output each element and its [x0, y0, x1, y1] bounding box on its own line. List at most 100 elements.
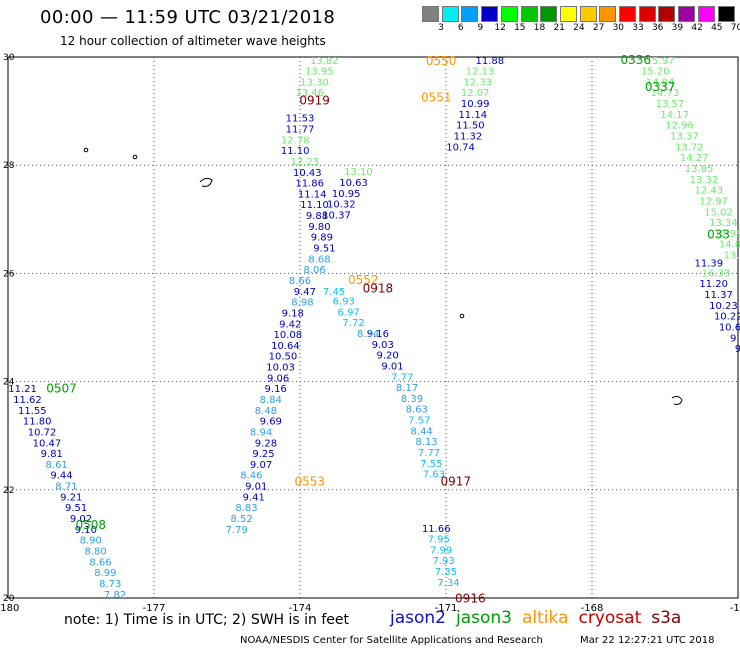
swh-value-label: 12.78 — [281, 135, 310, 146]
swh-value-label: 7.45 — [323, 287, 345, 298]
swh-value-label: 8.80 — [84, 546, 106, 557]
color-swatch — [717, 6, 735, 22]
x-tick-label: -168 — [581, 603, 604, 614]
swh-value-label: 9.80 — [308, 222, 330, 233]
swh-value-label: 8.73 — [99, 579, 121, 590]
swh-value-label: 13.72 — [675, 142, 704, 153]
swh-value-label: 11.10 — [281, 146, 310, 157]
swh-value-label: 10.72 — [28, 427, 57, 438]
swh-value-label: 11.14 — [458, 110, 487, 121]
swh-value-label: 8.66 — [89, 557, 111, 568]
chart-title: 00:00 — 11:59 UTC 03/21/2018 — [40, 7, 336, 28]
pass-time-label: 0550 — [426, 54, 457, 68]
swh-value-label: 10.43 — [293, 168, 322, 179]
swh-value-label: 11.77 — [286, 124, 315, 135]
color-swatch — [619, 6, 636, 22]
color-scale-label: 33 — [632, 23, 644, 33]
satellite-label: jason3 — [456, 608, 512, 628]
color-scale-label: 27 — [592, 23, 605, 33]
pass-time-label: 0337 — [645, 80, 676, 94]
swh-value-label: 12.43 — [694, 186, 723, 197]
swh-value-label: 8.61 — [46, 460, 68, 471]
swh-value-label: 10.99 — [461, 99, 490, 110]
island-outline — [132, 154, 138, 160]
color-scale-label: 9 — [477, 23, 484, 33]
swh-value-label: 16.33 — [702, 268, 731, 279]
satellite-label: s3a — [651, 608, 682, 628]
color-swatch — [461, 6, 479, 22]
color-scale-label: 70 — [730, 23, 740, 33]
swh-value-label: 8.46 — [240, 471, 262, 482]
color-swatch — [678, 6, 696, 22]
swh-value-label: 9.16 — [265, 384, 287, 395]
swh-value-label: 7.77 — [391, 372, 413, 383]
color-swatch — [520, 6, 538, 22]
swh-value-label: 10.64 — [271, 341, 300, 352]
swh-value-label: 8.39 — [401, 394, 423, 405]
swh-value-label: 9.07 — [250, 460, 272, 471]
color-swatch — [658, 6, 676, 22]
swh-value-label: 14.27 — [680, 153, 709, 164]
swh-value-label: 11.10 — [300, 200, 329, 211]
y-tick-label: 20 — [3, 594, 15, 604]
color-scale-label: 21 — [553, 23, 565, 33]
swh-value-label: 8.63 — [406, 405, 428, 416]
swh-value-label: 8.98 — [291, 298, 313, 309]
swh-value-label: 10.08 — [274, 330, 303, 341]
swh-value-label: 13.46 — [295, 88, 324, 99]
color-swatch — [422, 6, 439, 22]
swh-value-label: 8.83 — [235, 503, 257, 514]
swh-value-label: 13.32 — [690, 175, 719, 186]
swh-value-label: 6.93 — [333, 297, 355, 308]
swh-value-label: 15.20 — [641, 67, 670, 78]
color-scale-label: 15 — [514, 23, 526, 33]
color-swatch — [500, 6, 518, 22]
pass-time-label: 0918 — [363, 282, 394, 296]
swh-value-label: 7.35 — [435, 567, 457, 578]
color-scale-label: 45 — [711, 23, 723, 33]
x-tick-label: -174 — [289, 603, 312, 614]
swh-value-label: 9.25 — [252, 449, 274, 460]
swh-value-label: 7.63 — [423, 470, 445, 481]
swh-value-label: 11.21 — [8, 384, 37, 395]
timestamp: Mar 22 12:27:21 UTC 2018 — [580, 635, 715, 646]
swh-value-label: 7.34 — [437, 578, 459, 589]
swh-value-label: 14.81 — [719, 240, 740, 251]
swh-value-label: 8.17 — [396, 383, 418, 394]
swh-value-label: 9.10 — [75, 525, 97, 536]
swh-value-label: 11.39 — [694, 259, 723, 270]
swh-value-label: 9.69 — [260, 417, 282, 428]
pass-time-label: 0507 — [46, 382, 77, 396]
swh-value-label: 8.71 — [55, 482, 77, 493]
swh-value-label: 12.13 — [466, 67, 495, 78]
swh-value-label: 9.01 — [245, 482, 267, 493]
color-scale-label: 24 — [573, 23, 585, 33]
y-tick-label: 28 — [3, 161, 15, 171]
swh-value-label: 9.42 — [279, 319, 301, 330]
swh-value-label: 9.7 — [735, 344, 740, 355]
swh-value-label: 9.9 — [730, 333, 740, 344]
swh-value-label: 8.94 — [250, 427, 272, 438]
swh-value-label: 7.99 — [430, 545, 452, 556]
swh-value-label: 8.90 — [80, 536, 102, 547]
swh-value-label: 8.52 — [230, 514, 252, 525]
swh-value-label: 8.48 — [255, 406, 277, 417]
x-tick-label: -177 — [143, 603, 166, 614]
satellite-legend: jason2 jason3 altika cryosat s3a — [390, 608, 691, 628]
color-swatch — [441, 6, 459, 22]
color-scale-label: 30 — [612, 23, 625, 33]
swh-value-label: 7.55 — [420, 459, 442, 470]
swh-value-label: 9.06 — [267, 373, 289, 384]
swh-value-label: 12.23 — [291, 157, 320, 168]
swh-value-label: 13.41 — [724, 251, 740, 262]
swh-value-label: 9.02 — [70, 514, 92, 525]
pass-time-label: 0552 — [348, 273, 379, 287]
swh-value-label: 7.95 — [428, 535, 450, 546]
swh-value-label: 13.57 — [656, 99, 685, 110]
swh-value-label: 10.95 — [332, 189, 361, 200]
swh-value-label: 9.41 — [243, 492, 265, 503]
island-outline — [199, 177, 213, 187]
color-swatch — [697, 6, 715, 22]
swh-value-label: 9.47 — [294, 287, 316, 298]
